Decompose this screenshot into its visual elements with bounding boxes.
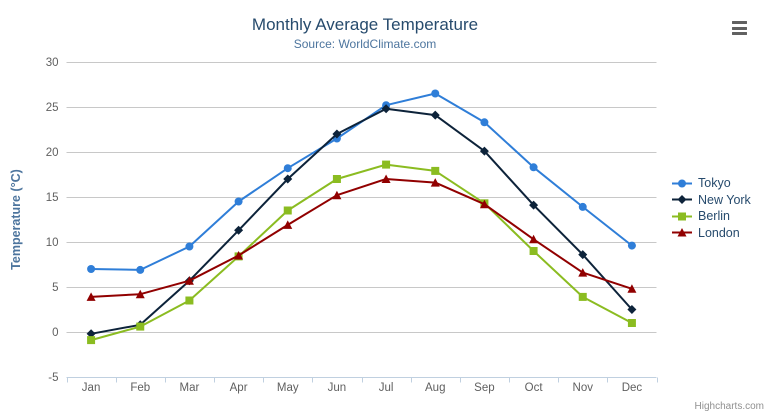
legend-item-berlin[interactable]: Berlin: [671, 208, 751, 225]
legend: Tokyo New York Berlin London: [671, 175, 751, 241]
x-axis-tick-label: Dec: [622, 382, 643, 394]
series-london[interactable]: [86, 174, 637, 301]
legend-item-london[interactable]: London: [671, 225, 751, 242]
x-axis-tick-label: Sep: [474, 382, 494, 394]
y-axis-tick-label: 20: [46, 147, 59, 159]
y-axis-tick-label: -5: [48, 372, 58, 384]
y-axis-title: Temperature (°C): [9, 169, 23, 270]
data-point[interactable]: [332, 190, 342, 200]
x-axis-tick-label: Apr: [230, 382, 248, 394]
data-point[interactable]: [234, 225, 244, 235]
x-axis-tick-label: Feb: [130, 382, 150, 394]
data-point[interactable]: [578, 250, 588, 260]
data-point[interactable]: [332, 129, 342, 139]
hamburger-icon: [732, 26, 747, 30]
chart-context-menu-button[interactable]: [732, 21, 749, 35]
data-point[interactable]: [578, 292, 587, 301]
data-point[interactable]: [283, 220, 293, 229]
legend-item-new-york[interactable]: New York: [671, 192, 751, 209]
series-line-new-york[interactable]: [90, 107, 633, 335]
data-point[interactable]: [86, 292, 96, 301]
data-point[interactable]: [677, 228, 687, 237]
data-point[interactable]: [86, 329, 96, 339]
data-point[interactable]: [678, 212, 686, 221]
data-point[interactable]: [283, 164, 292, 173]
axes: -5 0 5 10 15 20 25 30 Jan Feb Mar Apr May Jun Jul Aug Se…: [9, 57, 658, 394]
x-axis-tick-label: Nov: [573, 382, 594, 394]
legend-label: New York: [698, 192, 751, 207]
y-axis-tick-label: 0: [52, 327, 58, 339]
data-point[interactable]: [234, 197, 243, 206]
x-axis-tick-label: Aug: [425, 382, 445, 394]
x-axis-tick-label: Mar: [180, 382, 200, 394]
data-point[interactable]: [678, 179, 686, 188]
data-point[interactable]: [185, 242, 194, 251]
legend-item-tokyo[interactable]: Tokyo: [671, 175, 751, 192]
data-point[interactable]: [431, 89, 440, 98]
data-point[interactable]: [381, 104, 391, 114]
data-point[interactable]: [677, 195, 687, 205]
legend-marker-triangle-icon: [672, 228, 692, 237]
data-point[interactable]: [87, 265, 96, 273]
data-point[interactable]: [381, 174, 391, 184]
data-point[interactable]: [430, 110, 440, 120]
series-tokyo[interactable]: [87, 89, 636, 274]
data-point[interactable]: [529, 200, 539, 210]
legend-label: Berlin: [698, 209, 730, 224]
data-point[interactable]: [480, 118, 489, 127]
data-point[interactable]: [430, 178, 440, 187]
data-point[interactable]: [627, 305, 637, 314]
data-point[interactable]: [283, 206, 292, 215]
data-point[interactable]: [578, 202, 587, 211]
data-point[interactable]: [135, 289, 145, 299]
hamburger-icon: [732, 32, 747, 35]
data-point[interactable]: [529, 234, 539, 244]
chart-subtitle: Source: WorldClimate.com: [293, 37, 437, 51]
data-point[interactable]: [479, 146, 489, 156]
legend-label: Tokyo: [698, 176, 731, 191]
legend-marker-circle-icon: [672, 179, 692, 188]
data-point[interactable]: [529, 163, 538, 172]
series-line-berlin[interactable]: [90, 163, 633, 342]
data-point[interactable]: [185, 296, 194, 305]
series-line-london[interactable]: [90, 178, 633, 298]
data-point[interactable]: [234, 251, 244, 260]
series-new-york[interactable]: [86, 104, 637, 339]
hamburger-icon: [732, 21, 747, 24]
x-axis-tick-label: Oct: [525, 382, 544, 394]
x-axis-tick-label: Jan: [82, 382, 101, 394]
legend-marker-diamond-icon: [672, 195, 692, 205]
data-point[interactable]: [479, 199, 489, 209]
x-axis-tick-label: Jun: [328, 382, 347, 394]
legend-marker-square-icon: [672, 212, 692, 221]
data-point[interactable]: [283, 174, 293, 184]
data-point[interactable]: [382, 160, 391, 169]
data-point[interactable]: [184, 276, 194, 285]
data-point[interactable]: [627, 319, 636, 327]
data-point[interactable]: [87, 336, 96, 345]
data-point[interactable]: [431, 166, 440, 175]
data-point[interactable]: [136, 322, 145, 331]
y-axis-tick-label: 30: [46, 57, 59, 69]
data-point[interactable]: [627, 284, 637, 293]
data-point[interactable]: [136, 265, 145, 274]
legend-label: London: [698, 225, 740, 240]
y-axis-tick-label: 10: [46, 237, 59, 249]
y-axis-tick-label: 5: [52, 282, 58, 294]
chart-title: Monthly Average Temperature: [251, 15, 479, 34]
y-axis-tick-label: 25: [46, 102, 59, 114]
data-point[interactable]: [578, 268, 588, 277]
series-line-tokyo[interactable]: [90, 92, 633, 271]
x-axis-tick-label: May: [277, 382, 299, 394]
y-axis-tick-label: 15: [46, 192, 59, 204]
x-axis-tick-label: Jul: [379, 382, 394, 394]
data-point[interactable]: [529, 247, 538, 255]
data-point[interactable]: [627, 241, 636, 250]
data-point[interactable]: [332, 175, 341, 183]
highcharts-credit[interactable]: Highcharts.com: [694, 401, 764, 412]
